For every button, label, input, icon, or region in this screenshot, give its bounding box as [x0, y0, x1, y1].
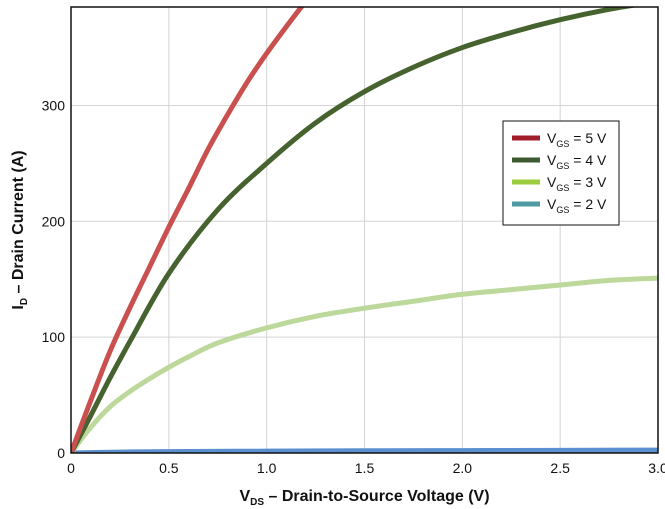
legend-label-0: VGS = 5 V: [547, 130, 607, 149]
series-layer: [71, 7, 658, 453]
y-tick-labels: 0 100 200 300: [42, 97, 66, 461]
x-tick-label: 3.0: [648, 460, 665, 476]
x-tick-label: 2.5: [550, 460, 570, 476]
series-line-0: [71, 7, 305, 453]
x-tick-label: 0: [67, 460, 75, 476]
plot-frame: [70, 6, 659, 454]
y-tick-label: 100: [42, 329, 66, 345]
series-line-2: [71, 275, 658, 453]
series-line-1: [71, 7, 638, 453]
legend-label-1: VGS = 4 V: [547, 152, 607, 171]
y-tick-label: 300: [42, 97, 66, 113]
y-axis-label: ID – Drain Current (A): [10, 150, 30, 309]
legend: VGS = 5 V VGS = 4 V VGS = 3 V VGS = 2 V: [502, 120, 620, 226]
legend-label-2: VGS = 3 V: [547, 174, 607, 193]
gridlines: [71, 7, 658, 453]
x-tick-label: 1.0: [257, 460, 277, 476]
x-tick-label: 2.0: [453, 460, 473, 476]
x-tick-label: 0.5: [159, 460, 179, 476]
y-tick-label: 0: [57, 445, 65, 461]
y-tick-label: 200: [42, 213, 66, 229]
x-tick-labels: 0 0.5 1.0 1.5 2.0 2.5 3.0: [67, 460, 665, 476]
series-line-3: [71, 447, 658, 453]
x-axis-label: VDS – Drain-to-Source Voltage (V): [239, 488, 489, 508]
x-tick-label: 1.5: [355, 460, 375, 476]
legend-label-3: VGS = 2 V: [547, 196, 607, 215]
